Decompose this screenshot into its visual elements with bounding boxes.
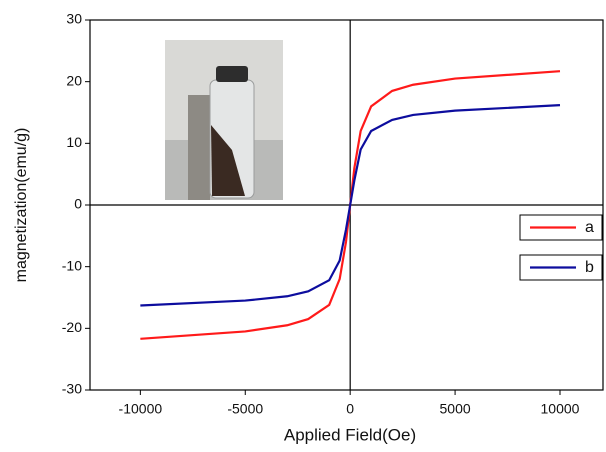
y-tick-label: 0 <box>74 196 82 212</box>
x-tick-label: 5000 <box>440 401 471 417</box>
x-tick-label: -10000 <box>119 401 163 417</box>
series-line <box>140 104 561 307</box>
legend-label: b <box>585 259 594 276</box>
x-tick-label: 0 <box>346 401 354 417</box>
inset-photo <box>165 40 283 200</box>
x-axis-label: Applied Field(Oe) <box>284 425 416 444</box>
x-tick-label: 10000 <box>541 401 580 417</box>
y-tick-label: -20 <box>62 319 82 335</box>
legend-label: a <box>585 219 594 236</box>
y-tick-label: 30 <box>66 11 82 27</box>
y-axis-label: magnetization(emu/g) <box>13 128 30 283</box>
x-tick-label: -5000 <box>227 401 263 417</box>
y-tick-label: 20 <box>66 72 82 88</box>
y-tick-label: -10 <box>62 257 82 273</box>
y-tick-label: 10 <box>66 134 82 150</box>
y-tick-label: -30 <box>62 381 82 397</box>
